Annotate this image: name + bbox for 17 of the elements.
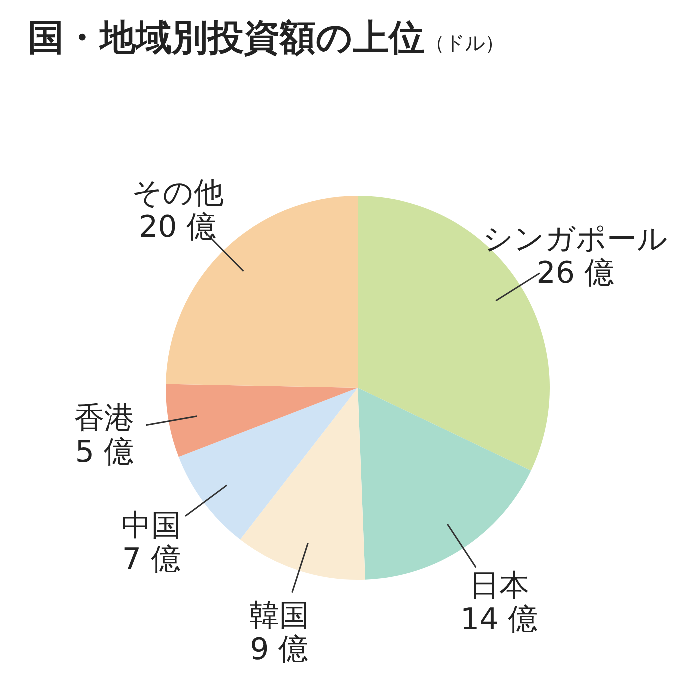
slice-label: シンガポール <box>483 222 668 257</box>
slice-label: 日本 <box>469 568 530 604</box>
data-label: 26 億 <box>536 256 615 291</box>
data-label: 20 億 <box>138 210 217 246</box>
slice-label: その他 <box>132 176 224 212</box>
pie-slice <box>166 384 358 458</box>
slice-label: 韓国 <box>249 598 310 634</box>
slice-label: 中国 <box>122 508 182 544</box>
slice-label: 香港 <box>74 401 135 436</box>
pie-slice <box>178 388 358 540</box>
data-label: 9 億 <box>250 632 309 668</box>
pie-slice <box>240 388 366 580</box>
chart-subtitle: （ドル） <box>425 31 505 55</box>
data-label: 5 億 <box>75 435 134 470</box>
data-label: 14 億 <box>460 602 538 638</box>
chart-title: 国・地域別投資額の上位 <box>28 18 425 59</box>
data-label: 7 億 <box>122 542 181 578</box>
